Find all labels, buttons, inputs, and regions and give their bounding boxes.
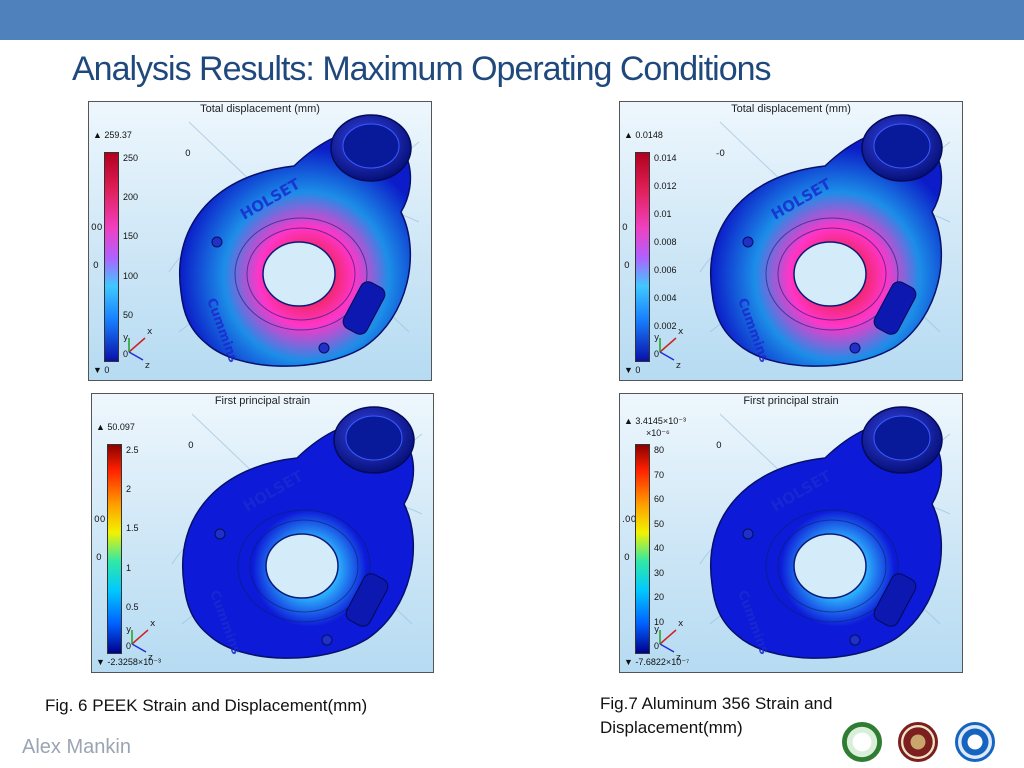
axis-triad-icon: y x z <box>123 327 153 371</box>
legend-min-value: ▼ -7.6822×10⁻⁷ <box>624 657 690 667</box>
legend-tick-label: 0.01 <box>654 209 672 219</box>
panel-peek-displacement: HOLSET Cummins 00 0 0 y x z Total displacement … <box>88 101 432 381</box>
slide-title: Analysis Results: Maximum Operating Cond… <box>72 50 772 88</box>
color-legend-bar <box>107 444 122 654</box>
legend-ticks: 250 200 150 100 50 0 <box>123 152 163 360</box>
figure-caption-fig6: Fig. 6 PEEK Strain and Displacement(mm) <box>45 696 368 715</box>
edge-axis-label: 0 <box>185 149 191 159</box>
legend-tick-label: 2.5 <box>126 445 139 455</box>
axis-triad-label: x <box>147 327 153 337</box>
axis-triad-label: z <box>145 361 150 371</box>
legend-tick-label: 50 <box>654 518 665 529</box>
legend-tick-label: 30 <box>654 567 665 578</box>
panel-title: First principal strain <box>214 395 311 407</box>
axis-triad-label: z <box>676 361 681 371</box>
legend-tick-label: 150 <box>123 231 139 242</box>
legend-tick-label: 0.006 <box>654 265 677 275</box>
legend-min-value: ▼ 0 <box>624 365 641 375</box>
edge-axis-label: 0 <box>624 261 630 271</box>
axis-triad-label: y <box>654 333 660 343</box>
legend-tick-label: 0 <box>654 349 660 359</box>
legend-tick-label: 80 <box>654 445 665 455</box>
panel-aluminum-displacement: HOLSET Cummins 0 0 -0 y x z Total displacement … <box>619 101 963 381</box>
legend-tick-label: 50 <box>123 309 134 320</box>
legend-tick-label: 20 <box>654 592 665 602</box>
legend-tick-label: 0.008 <box>654 237 677 247</box>
legend-tick-label: 0.004 <box>654 293 677 303</box>
panel-title: Total displacement (mm) <box>731 103 851 115</box>
edge-axis-label: 0 <box>716 441 722 451</box>
legend-max-value: ▲ 259.37 <box>93 130 132 140</box>
color-legend-bar <box>635 152 650 362</box>
axis-triad-label: z <box>148 653 153 663</box>
panel-aluminum-strain: HOLSET Cummins .00 0 0 y x z First principal st… <box>619 393 963 673</box>
axis-triad-label: y <box>126 625 132 635</box>
legend-tick-label: 70 <box>654 469 665 480</box>
legend-tick-label: 10 <box>654 616 665 627</box>
legend-max-value: ▲ 3.4145×10⁻³ <box>624 416 686 426</box>
legend-max-value: ▲ 50.097 <box>96 422 135 432</box>
legend-ticks: 2.5 2 1.5 1 0.5 0 <box>126 444 166 652</box>
legend-tick-label: 40 <box>654 543 665 553</box>
panel-title: Total displacement (mm) <box>200 103 320 115</box>
edge-axis-label: 00 <box>91 223 103 233</box>
figure-caption-fig7: Fig.7 Aluminum 356 Strain and Displaceme… <box>600 694 833 737</box>
legend-tick-label: 60 <box>654 494 665 504</box>
legend-tick-label: 0.002 <box>654 321 677 331</box>
legend-tick-label: 0 <box>126 641 132 651</box>
legend-tick-label: 0.5 <box>126 601 139 612</box>
axis-triad-label: y <box>123 333 129 343</box>
legend-ticks: 80 70 60 50 40 30 20 10 0 <box>654 444 694 652</box>
edge-axis-label: -0 <box>716 149 725 159</box>
edge-axis-label: 0 <box>622 223 628 233</box>
legend-tick-label: 2 <box>126 484 132 495</box>
edge-axis-label: 0 <box>93 261 99 271</box>
edge-axis-label: 0 <box>624 553 630 563</box>
axis-triad-label: x <box>150 619 156 629</box>
legend-tick-label: 0 <box>654 641 660 651</box>
legend-min-value: ▼ -2.3258×10⁻³ <box>96 657 161 667</box>
legend-exponent: ×10⁻⁶ <box>646 428 670 438</box>
author-name: Alex Mankin <box>22 736 131 758</box>
university-seal-maroon-icon <box>898 722 938 762</box>
turbo-housing <box>179 114 412 367</box>
legend-max-value: ▲ 0.0148 <box>624 130 663 140</box>
legend-tick-label: 1 <box>126 562 132 573</box>
turbo-housing <box>182 406 415 659</box>
header-bar <box>0 0 1024 40</box>
turbo-housing <box>710 406 943 659</box>
edge-axis-label: 0 <box>188 441 194 451</box>
axis-triad-icon: y x z <box>654 619 684 663</box>
legend-min-value: ▼ 0 <box>93 365 110 375</box>
panel-peek-strain: HOLSET Cummins 00 0 0 y x z First principal str… <box>91 393 434 673</box>
color-legend-bar <box>635 444 650 654</box>
college-seal-blue-icon <box>955 722 995 762</box>
axis-triad-label: z <box>676 653 681 663</box>
color-legend-bar <box>104 152 119 362</box>
panel-title: First principal strain <box>743 395 839 407</box>
university-seal-green-icon <box>842 722 882 762</box>
axis-triad-label: x <box>678 619 684 629</box>
turbo-housing <box>710 114 943 367</box>
legend-tick-label: 0.014 <box>654 153 677 163</box>
legend-tick-label: 0.012 <box>654 181 677 191</box>
axis-triad-icon: y x z <box>126 619 156 663</box>
axis-triad-label: x <box>678 327 684 337</box>
axis-triad-label: y <box>654 625 660 635</box>
edge-axis-label: 0 <box>96 553 102 563</box>
legend-tick-label: 0 <box>123 349 129 359</box>
legend-tick-label: 200 <box>123 192 139 203</box>
legend-tick-label: 100 <box>123 270 139 281</box>
legend-ticks: 0.014 0.012 0.01 0.008 0.006 0.004 0.002 0 <box>654 152 694 360</box>
edge-axis-label: .00 <box>622 515 637 525</box>
axis-triad-icon: y x z <box>654 327 684 371</box>
legend-tick-label: 250 <box>123 153 139 163</box>
legend-tick-label: 1.5 <box>126 523 139 534</box>
edge-axis-label: 00 <box>94 515 106 525</box>
